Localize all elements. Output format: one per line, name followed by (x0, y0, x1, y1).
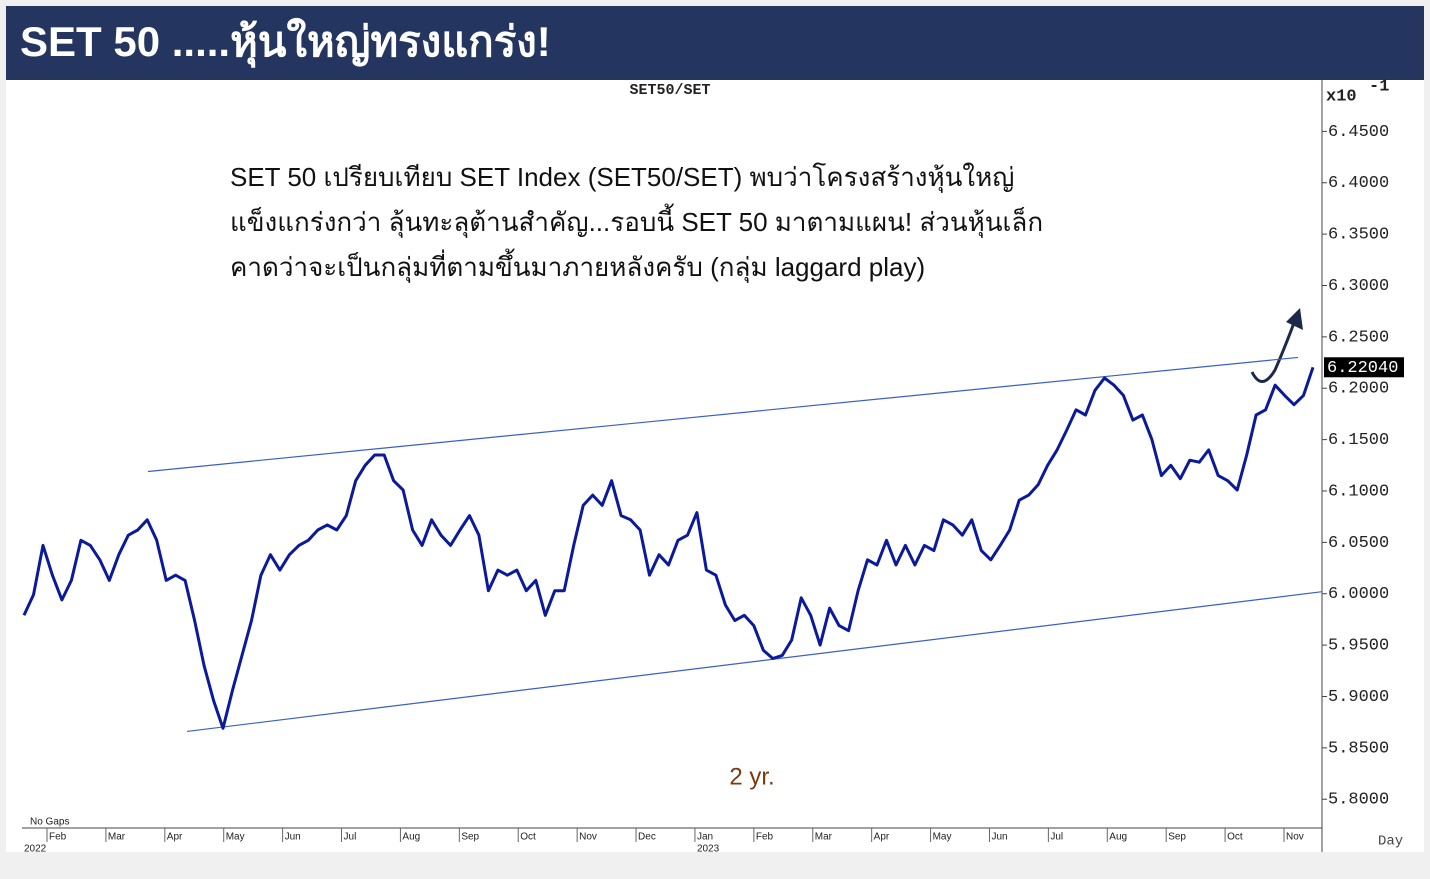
year-label: 2023 (697, 844, 720, 855)
x-tick-label: Sep (461, 832, 479, 843)
chart-background (6, 80, 1424, 852)
x-tick-label: Aug (1109, 832, 1127, 843)
axis-multiplier: x10 (1326, 87, 1357, 106)
data-line (22, 366, 1315, 730)
arrow-head (1286, 308, 1303, 330)
gaps-label: No Gaps (30, 817, 69, 828)
y-tick-label: 6.4000 (1328, 174, 1389, 193)
x-unit-label: Day (1378, 834, 1403, 850)
header-title: SET 50 .....หุ้นใหญ่ทรงแกร่ง! (20, 17, 551, 68)
y-tick-label: 5.8000 (1328, 791, 1389, 810)
y-tick-label: 6.1000 (1328, 482, 1389, 501)
annotation: คาดว่าจะเป็นกลุ่มที่ตามขึ้นมาภายหลังครับ… (230, 248, 925, 283)
x-tick-label: Jul (1050, 832, 1063, 843)
x-tick-label: Nov (579, 832, 597, 843)
x-tick-label: Aug (402, 832, 420, 843)
x-tick-label: Nov (1286, 832, 1304, 843)
x-tick-label: Jun (991, 832, 1007, 843)
x-tick-label: Apr (874, 832, 890, 843)
x-tick-label: Dec (638, 832, 656, 843)
period-label: 2 yr. (729, 763, 774, 790)
x-tick-label: Sep (1168, 832, 1186, 843)
y-tick-label: 5.9500 (1328, 637, 1389, 656)
year-label: 2022 (24, 844, 47, 855)
x-tick-label: Mar (815, 832, 833, 843)
x-tick-label: Oct (1227, 832, 1243, 843)
y-tick-label: 6.4500 (1328, 123, 1389, 142)
x-tick-label: May (933, 832, 952, 843)
header-bar (6, 6, 1424, 80)
y-tick-label: 6.3500 (1328, 226, 1389, 245)
x-tick-label: Jun (285, 832, 301, 843)
annotation: SET 50 เปรียบเทียบ SET Index (SET50/SET)… (230, 162, 1014, 193)
last-value-box (1324, 357, 1404, 378)
trendline (186, 591, 1323, 733)
arrow (1250, 311, 1300, 383)
y-tick-label: 6.3000 (1328, 277, 1389, 296)
x-tick-label: Jan (697, 832, 713, 843)
y-tick-label: 5.9000 (1328, 688, 1389, 707)
x-tick-label: Apr (167, 832, 183, 843)
x-tick-label: Jul (344, 832, 357, 843)
y-tick-label: 5.8500 (1328, 739, 1389, 758)
x-tick-label: Oct (520, 832, 536, 843)
chart-title: SET50/SET (629, 82, 710, 99)
y-tick-label: 6.2000 (1328, 380, 1389, 399)
axis-exponent: -1 (1369, 77, 1389, 96)
x-tick-label: Feb (49, 832, 67, 843)
y-tick-label: 6.1500 (1328, 431, 1389, 450)
trendline (147, 356, 1299, 473)
last-value-label: 6.22040 (1327, 359, 1398, 378)
y-tick-label: 6.2500 (1328, 328, 1389, 347)
y-tick-label: 6.0500 (1328, 534, 1389, 553)
x-tick-label: Mar (108, 832, 126, 843)
x-tick-label: Feb (756, 832, 774, 843)
y-tick-label: 6.0000 (1328, 585, 1389, 604)
x-tick-label: May (226, 832, 245, 843)
annotation: แข็งแกร่งกว่า ลุ้นทะลุต้านสำคัญ...รอบนี้… (230, 203, 1043, 238)
